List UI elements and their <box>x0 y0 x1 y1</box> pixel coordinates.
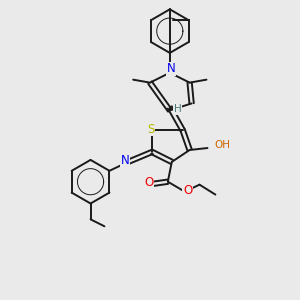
Text: N: N <box>121 154 130 167</box>
Text: S: S <box>147 123 155 136</box>
Text: H: H <box>174 104 182 114</box>
Text: S: S <box>147 123 155 136</box>
Text: N: N <box>167 62 175 75</box>
Text: O: O <box>183 184 192 197</box>
Text: OH: OH <box>214 140 230 150</box>
Text: O: O <box>144 176 154 189</box>
